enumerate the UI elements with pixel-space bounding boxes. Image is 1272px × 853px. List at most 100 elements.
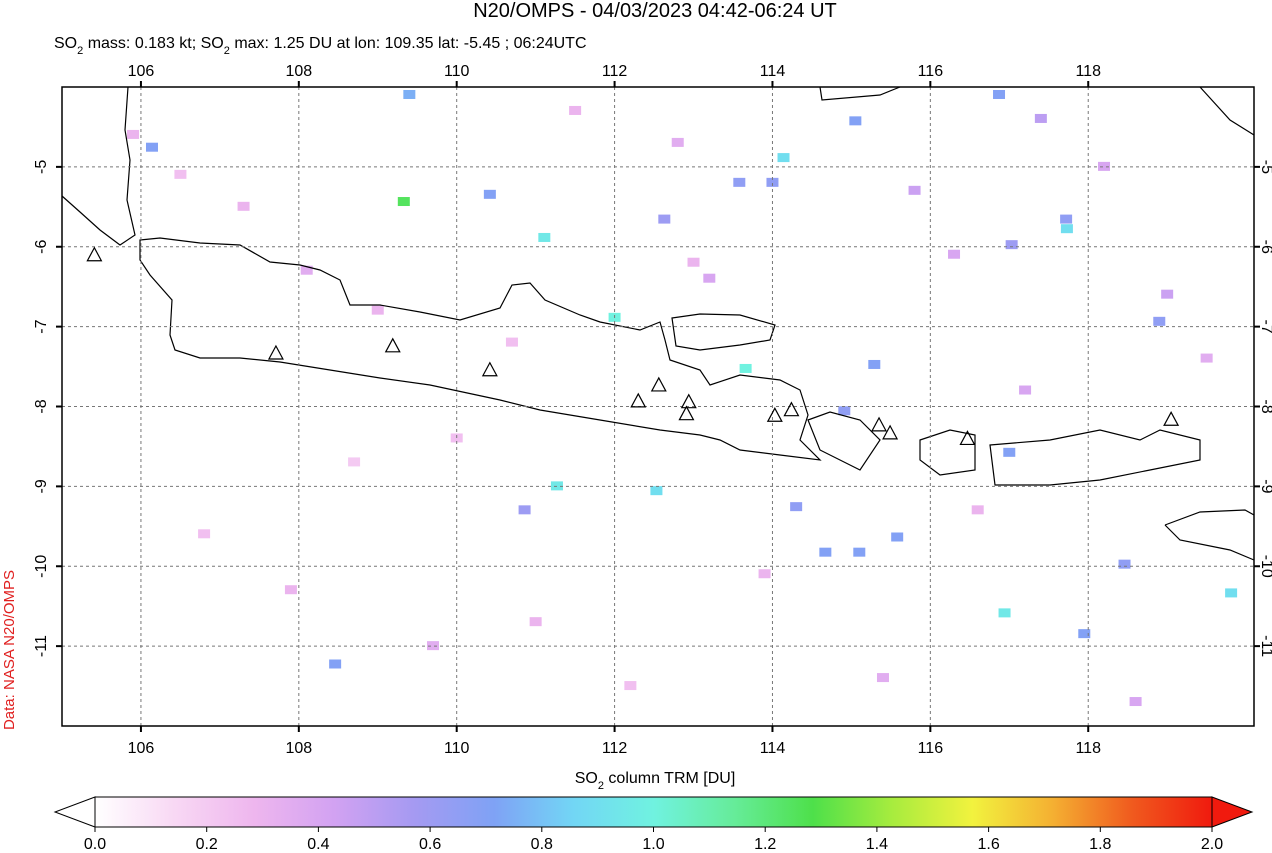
grid xyxy=(62,87,1254,726)
volcano xyxy=(650,376,667,392)
volcano xyxy=(630,392,647,408)
so2-cell xyxy=(868,359,881,369)
volcano xyxy=(766,407,783,422)
x-tick-label: 114 xyxy=(760,63,786,80)
so2-cell xyxy=(948,249,961,259)
colorbar-over xyxy=(1211,796,1254,828)
so2-cell xyxy=(300,265,313,275)
y-tick-label: -9 xyxy=(33,479,50,493)
so2-cell xyxy=(1098,161,1111,171)
y-tick-label: -6 xyxy=(1258,240,1272,254)
coastlines xyxy=(61,86,1255,561)
colorbar-tick-label: 1.6 xyxy=(977,836,999,853)
volcano xyxy=(86,246,103,262)
volcano xyxy=(678,405,695,421)
volcano xyxy=(680,393,697,409)
so2-cell xyxy=(1161,289,1174,299)
so2-cell xyxy=(876,673,889,683)
y-tick-label: -8 xyxy=(33,399,50,413)
so2-cell xyxy=(891,532,904,542)
chart-title: N20/OMPS - 04/03/2023 04:42-06:24 UT xyxy=(473,0,837,22)
y-tick-label: -11 xyxy=(33,635,50,657)
so2-cell xyxy=(1060,224,1073,234)
y-tick-label: -11 xyxy=(1258,635,1272,657)
x-tick-label: 118 xyxy=(1075,740,1101,757)
colorbar-tick-label: 2.0 xyxy=(1201,836,1223,853)
y-tick-label: -10 xyxy=(1258,555,1272,578)
x-tick-label: 106 xyxy=(128,740,155,757)
x-tick-label: 116 xyxy=(918,740,944,757)
colorbar-tick-label: 1.2 xyxy=(754,836,776,853)
colorbar-label: SO2 column TRM [DU] xyxy=(575,770,736,792)
colorbar-tick-label: 0.2 xyxy=(196,836,218,853)
x-tick-label: 108 xyxy=(285,63,312,80)
so2-cell xyxy=(518,505,531,515)
x-tick-label: 114 xyxy=(760,740,786,757)
so2-cell xyxy=(198,529,211,539)
so2-cell xyxy=(998,608,1011,618)
colorbar-under xyxy=(53,796,96,828)
y-tick-label: -10 xyxy=(33,555,50,578)
volcano xyxy=(384,337,401,353)
so2-cell xyxy=(427,641,440,651)
so2-cell xyxy=(624,681,637,691)
y-tick-label: -9 xyxy=(1258,479,1272,493)
so2-cell xyxy=(174,169,187,179)
subscript: 2 xyxy=(77,45,83,57)
y-tick-label: -7 xyxy=(1258,320,1272,334)
so2-cell xyxy=(397,197,410,207)
text-part: SO xyxy=(54,35,77,52)
so2-cell xyxy=(1200,353,1213,363)
y-tick-label: -5 xyxy=(1258,160,1272,174)
x-tick-label: 110 xyxy=(444,63,470,80)
so2-cell xyxy=(1078,629,1091,639)
so2-cell xyxy=(237,201,250,211)
so2-cell xyxy=(1005,240,1018,250)
x-tick-label: 108 xyxy=(285,740,312,757)
colorbar-tick-label: 0.4 xyxy=(307,836,329,853)
volcano xyxy=(871,416,888,432)
so2-cell xyxy=(819,547,832,557)
so2-cell xyxy=(403,89,416,99)
volcano xyxy=(783,401,800,417)
so2-cell xyxy=(483,189,496,199)
so2-cell xyxy=(505,337,518,347)
y-tick-label: -7 xyxy=(33,319,50,333)
so2-cell xyxy=(993,89,1006,99)
so2-cell xyxy=(1118,559,1131,569)
source-label: Data: NASA N20/OMPS xyxy=(1,570,18,730)
so2-cell xyxy=(687,257,700,267)
so2-cell xyxy=(853,547,866,557)
so2-cell xyxy=(1225,588,1238,598)
so2-cell xyxy=(145,142,158,152)
colorbar xyxy=(94,796,1213,828)
x-tick-label: 116 xyxy=(918,63,944,80)
colorbar-tick-label: 1.0 xyxy=(642,836,664,853)
so2-cell xyxy=(371,305,384,315)
so2-cell xyxy=(1153,316,1166,326)
so2-cell xyxy=(758,569,771,579)
so2-cell xyxy=(838,406,851,416)
volcanoes xyxy=(86,246,1180,446)
so2-cell xyxy=(971,505,984,515)
x-tick-label: 110 xyxy=(444,740,470,757)
so2-cell xyxy=(348,457,361,467)
so2-cell xyxy=(739,363,752,373)
so2-cell xyxy=(127,129,140,139)
so2-cell xyxy=(1060,214,1073,224)
colorbar-tick-label: 0.0 xyxy=(84,836,106,853)
so2-cell xyxy=(777,153,790,163)
text-part: max: 1.25 DU at lon: 109.35 lat: -5.45 ;… xyxy=(230,35,587,52)
so2-cell xyxy=(1034,113,1047,123)
volcano xyxy=(267,344,284,360)
x-tick-label: 112 xyxy=(602,740,628,757)
so2-cell xyxy=(733,177,746,187)
volcano xyxy=(959,430,976,446)
text-part: column TRM [DU] xyxy=(604,770,735,787)
text-part: mass: 0.183 kt; SO xyxy=(83,35,224,52)
so2-cell xyxy=(849,116,862,126)
x-tick-label: 118 xyxy=(1075,63,1101,80)
y-tick-label: -8 xyxy=(1258,399,1272,413)
